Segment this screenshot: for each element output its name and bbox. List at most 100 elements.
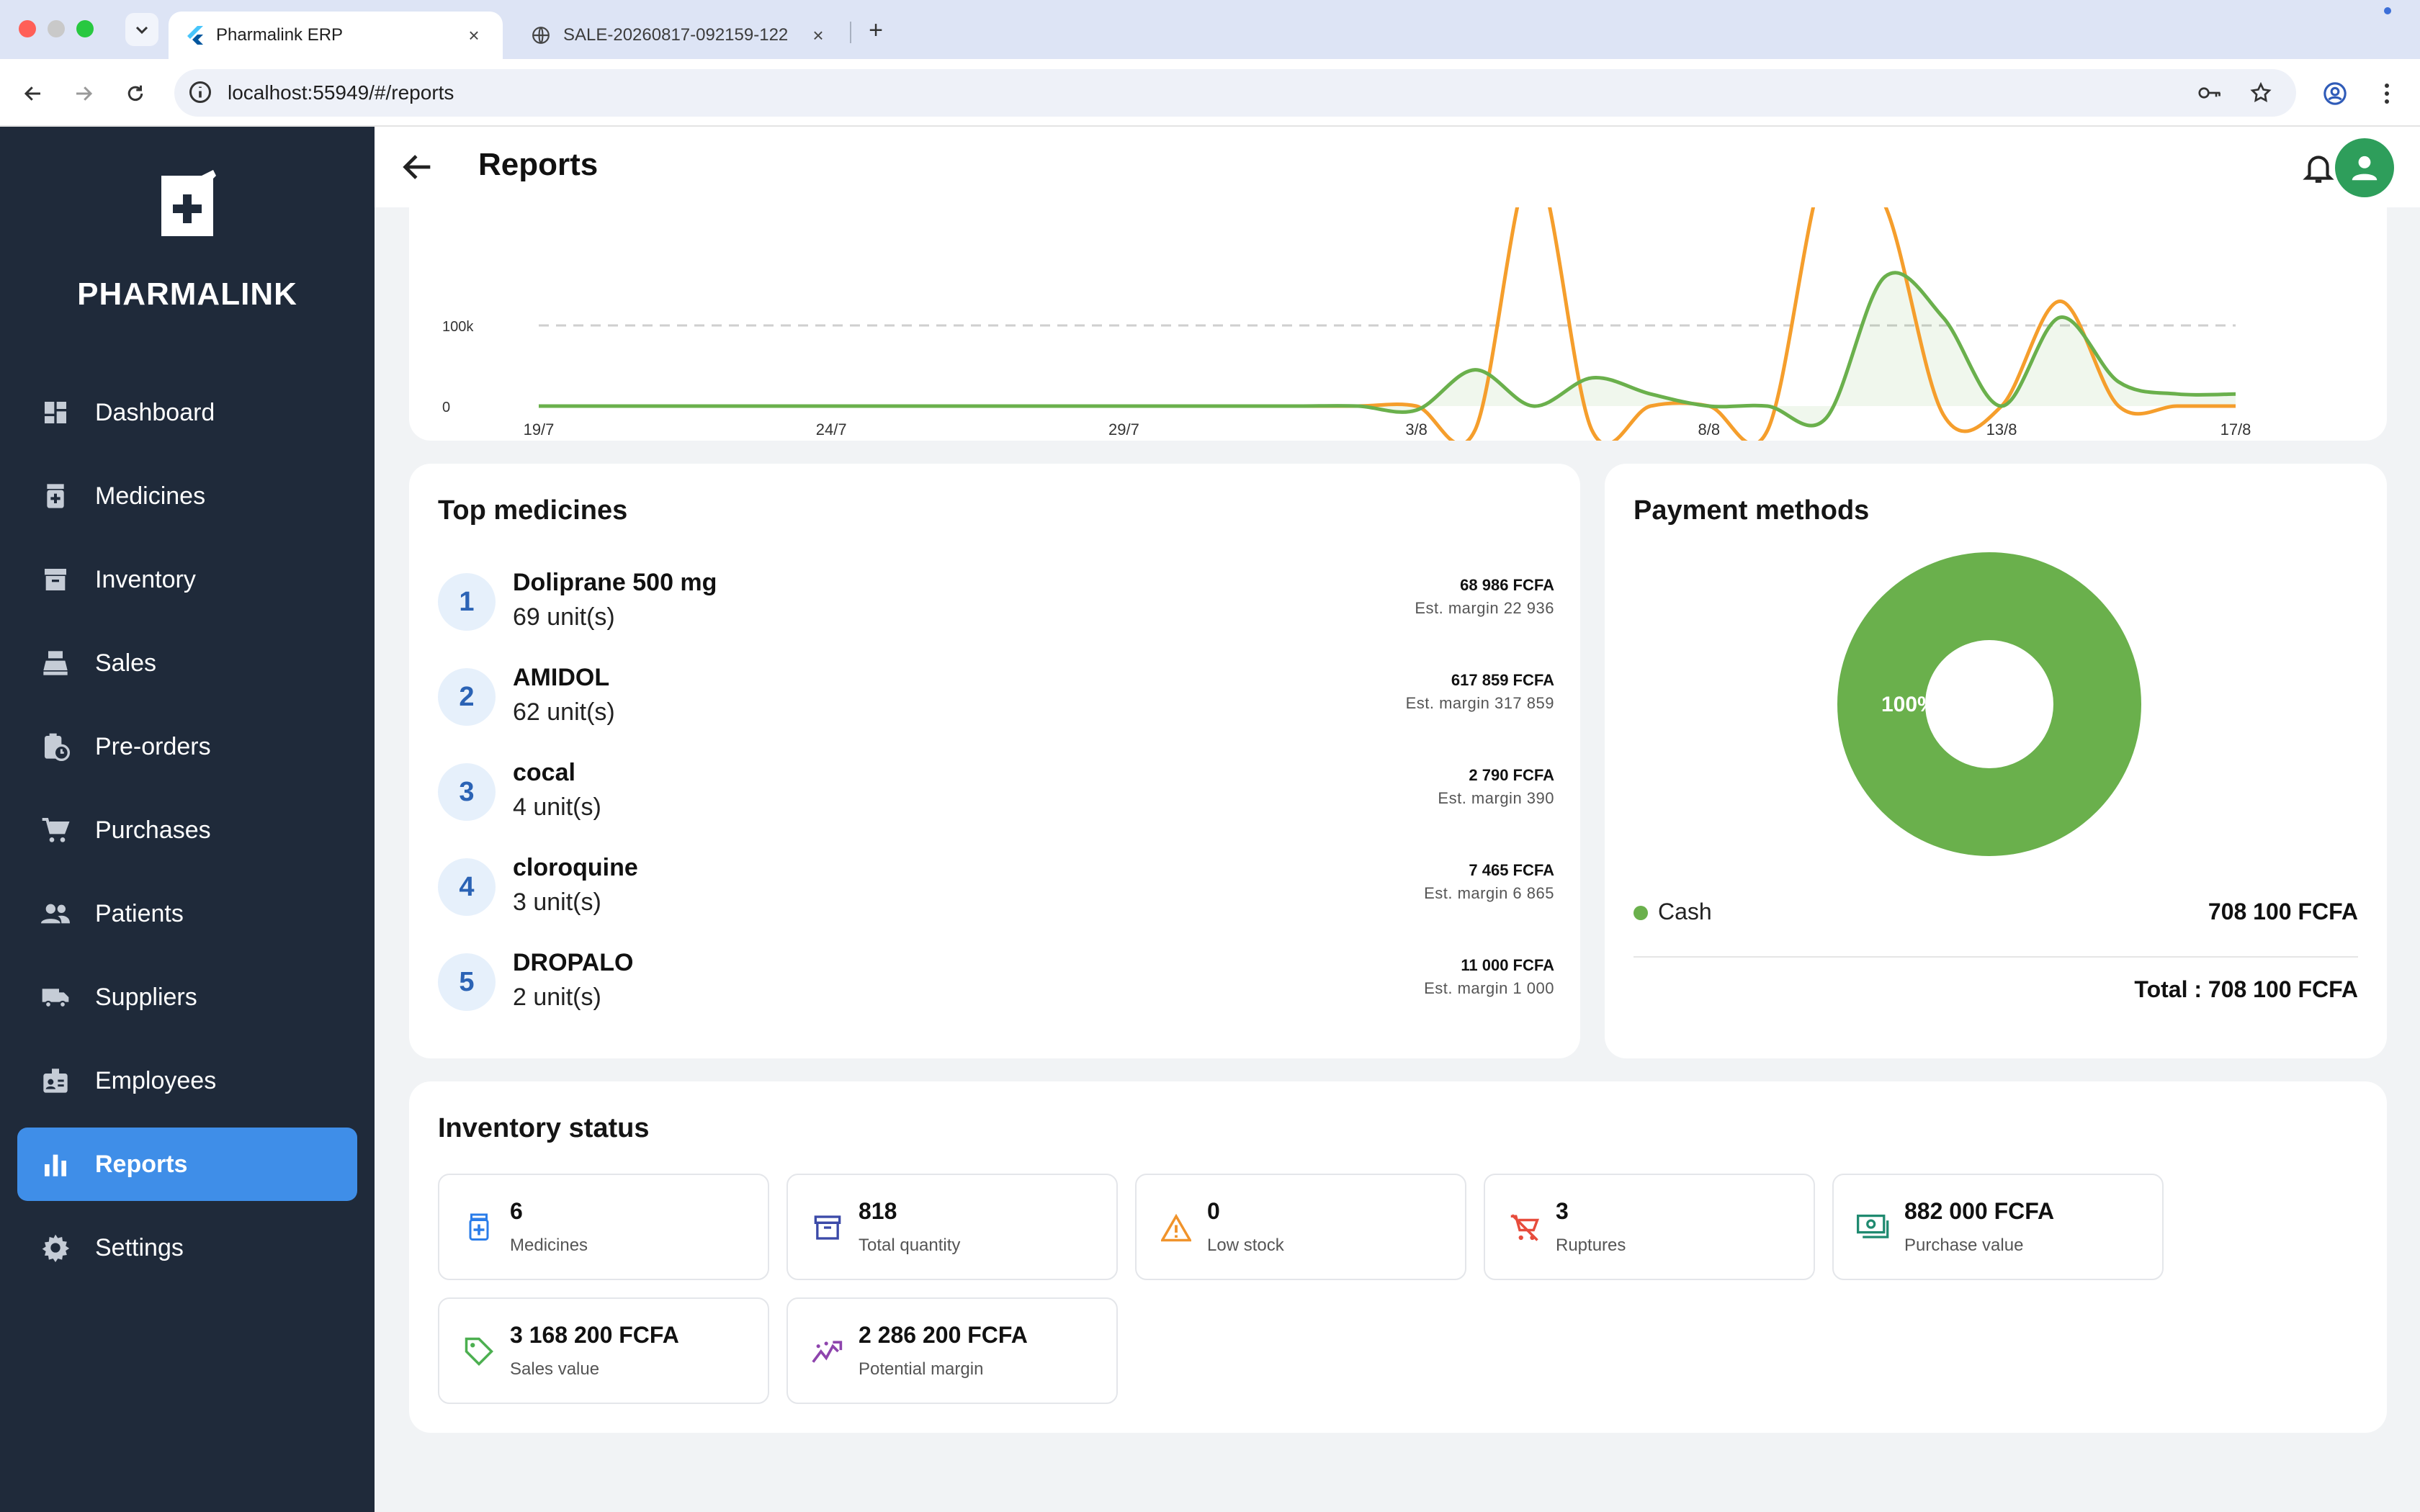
browser-menu-button[interactable] bbox=[2370, 76, 2404, 111]
stat-value: 818 bbox=[859, 1198, 897, 1224]
reports-content: 0 100k 19/7 24/7 29/7 3/8 8/8 13/8 17/8 Top medi… bbox=[375, 207, 2420, 1512]
minimize-window-button[interactable] bbox=[48, 20, 65, 37]
payment-methods-card: Payment methods 100% Cash 708 100 FCFA T… bbox=[1605, 464, 2387, 1058]
sales-trend-card: 0 100k 19/7 24/7 29/7 3/8 8/8 13/8 17/8 bbox=[409, 207, 2387, 441]
sidebar-item-reports[interactable]: Reports bbox=[17, 1128, 357, 1201]
stat-sales-value: 3 168 200 FCFA Sales value bbox=[438, 1297, 769, 1404]
trend-icon bbox=[810, 1333, 846, 1369]
cash-register-icon bbox=[39, 647, 72, 680]
sidebar-item-sales[interactable]: Sales bbox=[17, 626, 357, 700]
donut-slice-cash[interactable] bbox=[1837, 552, 2141, 856]
divider bbox=[1634, 956, 2358, 958]
arrow-left-icon bbox=[24, 86, 40, 101]
sidebar-item-inventory[interactable]: Inventory bbox=[17, 543, 357, 616]
tab-divider bbox=[850, 22, 851, 43]
maximize-window-button[interactable] bbox=[76, 20, 94, 37]
notification-bell-icon[interactable] bbox=[2300, 150, 2336, 186]
stat-label: Potential margin bbox=[859, 1359, 984, 1379]
stat-value: 0 bbox=[1207, 1198, 1220, 1224]
sidebar-item-label: Suppliers bbox=[95, 983, 197, 1011]
user-avatar[interactable] bbox=[2335, 138, 2394, 197]
address-bar[interactable]: localhost:55949/#/reports bbox=[174, 69, 2296, 117]
sidebar-item-medicines[interactable]: Medicines bbox=[17, 459, 357, 533]
medicine-name: Doliprane 500 mg bbox=[513, 569, 717, 596]
reload-button[interactable] bbox=[118, 76, 153, 111]
tab-pharmalink[interactable]: Pharmalink ERP × bbox=[169, 12, 503, 59]
arrow-right-icon bbox=[76, 86, 93, 101]
medicine-margin: Est. margin 390 bbox=[1438, 789, 1554, 807]
bookmark-star-icon[interactable] bbox=[2249, 81, 2273, 105]
top-medicines-card: Top medicines 1 Doliprane 500 mg 69 unit… bbox=[409, 464, 1580, 1058]
person-icon bbox=[2352, 156, 2378, 181]
list-item[interactable]: 2 AMIDOL 62 unit(s) 617 859 FCFA Est. ma… bbox=[438, 661, 1554, 740]
cart-off-icon bbox=[1507, 1210, 1543, 1246]
medicine-amount: 7 465 FCFA bbox=[1469, 861, 1554, 879]
url-text: localhost:55949/#/reports bbox=[228, 81, 454, 104]
x-tick-label: 3/8 bbox=[1405, 420, 1428, 438]
stat-ruptures: 3 Ruptures bbox=[1484, 1174, 1815, 1280]
new-tab-button[interactable]: + bbox=[869, 16, 883, 44]
stat-value: 3 168 200 FCFA bbox=[510, 1322, 679, 1348]
account-circle-icon bbox=[2323, 82, 2347, 105]
list-item[interactable]: 5 DROPALO 2 unit(s) 11 000 FCFA Est. mar… bbox=[438, 946, 1554, 1025]
pharmacy-logo-icon bbox=[161, 170, 216, 236]
stat-label: Total quantity bbox=[859, 1236, 961, 1255]
stat-purchase-value: 882 000 FCFA Purchase value bbox=[1832, 1174, 2164, 1280]
stat-total-quantity: 818 Total quantity bbox=[786, 1174, 1118, 1280]
legend-amount: 708 100 FCFA bbox=[2208, 899, 2358, 924]
medicine-units: 4 unit(s) bbox=[513, 793, 601, 821]
profile-button[interactable] bbox=[2318, 76, 2352, 111]
inventory-status-card: Inventory status 6 Medicines 818 Total q… bbox=[409, 1081, 2387, 1433]
sidebar-item-purchases[interactable]: Purchases bbox=[17, 793, 357, 867]
medicine-amount: 617 859 FCFA bbox=[1451, 671, 1554, 689]
browser-toolbar: localhost:55949/#/reports bbox=[0, 59, 2420, 127]
site-info-icon[interactable] bbox=[187, 79, 213, 105]
x-tick-label: 17/8 bbox=[2220, 420, 2251, 438]
sidebar-item-settings[interactable]: Settings bbox=[17, 1211, 357, 1284]
stat-label: Low stock bbox=[1207, 1236, 1284, 1255]
medicine-units: 2 unit(s) bbox=[513, 984, 601, 1011]
warning-icon bbox=[1158, 1210, 1194, 1246]
list-item[interactable]: 1 Doliprane 500 mg 69 unit(s) 68 986 FCF… bbox=[438, 566, 1554, 645]
stat-label: Purchase value bbox=[1904, 1236, 2024, 1255]
sidebar-item-label: Medicines bbox=[95, 482, 206, 510]
card-title: Top medicines bbox=[438, 495, 628, 526]
password-key-icon[interactable] bbox=[2198, 81, 2223, 105]
medicine-margin: Est. margin 22 936 bbox=[1415, 599, 1554, 617]
close-tab-icon[interactable]: × bbox=[468, 24, 480, 46]
medicine-box-icon bbox=[461, 1210, 497, 1246]
tab-search-button[interactable] bbox=[125, 13, 158, 46]
forward-button[interactable] bbox=[66, 76, 101, 111]
sidebar-item-pre-orders[interactable]: Pre-orders bbox=[17, 710, 357, 783]
cart-icon bbox=[39, 814, 72, 847]
people-icon bbox=[39, 897, 72, 930]
legend-swatch-cash bbox=[1634, 906, 1648, 920]
bar-chart-icon bbox=[39, 1148, 72, 1181]
medicine-units: 69 unit(s) bbox=[513, 603, 615, 631]
list-item[interactable]: 3 cocal 4 unit(s) 2 790 FCFA Est. margin… bbox=[438, 756, 1554, 835]
rank-badge: 4 bbox=[438, 858, 496, 916]
medicine-units: 3 unit(s) bbox=[513, 888, 601, 916]
medicine-name: cocal bbox=[513, 759, 575, 786]
sidebar-item-label: Reports bbox=[95, 1150, 188, 1178]
stat-label: Medicines bbox=[510, 1236, 588, 1255]
sidebar-item-label: Dashboard bbox=[95, 398, 215, 426]
tab-title: SALE-20260817-092159-122 bbox=[563, 25, 789, 45]
sidebar-item-patients[interactable]: Patients bbox=[17, 877, 357, 950]
sidebar-item-suppliers[interactable]: Suppliers bbox=[17, 960, 357, 1034]
profile-indicator-dot bbox=[2384, 7, 2391, 14]
back-button[interactable] bbox=[16, 76, 50, 111]
payment-donut-chart: 100% bbox=[1837, 552, 2141, 856]
list-item[interactable]: 4 cloroquine 3 unit(s) 7 465 FCFA Est. m… bbox=[438, 851, 1554, 930]
close-tab-icon[interactable]: × bbox=[812, 24, 824, 46]
sidebar-item-employees[interactable]: Employees bbox=[17, 1044, 357, 1117]
truck-icon bbox=[39, 981, 72, 1014]
back-arrow-icon[interactable] bbox=[399, 148, 436, 186]
tab-sale-document[interactable]: SALE-20260817-092159-122 × bbox=[513, 12, 847, 59]
page-title: Reports bbox=[478, 147, 599, 182]
stat-potential-margin: 2 286 200 FCFA Potential margin bbox=[786, 1297, 1118, 1404]
sales-trend-chart: 0 100k 19/7 24/7 29/7 3/8 8/8 13/8 17/8 bbox=[442, 207, 2251, 441]
medicine-margin: Est. margin 6 865 bbox=[1424, 884, 1554, 902]
close-window-button[interactable] bbox=[19, 20, 36, 37]
sidebar-item-dashboard[interactable]: Dashboard bbox=[17, 376, 357, 449]
